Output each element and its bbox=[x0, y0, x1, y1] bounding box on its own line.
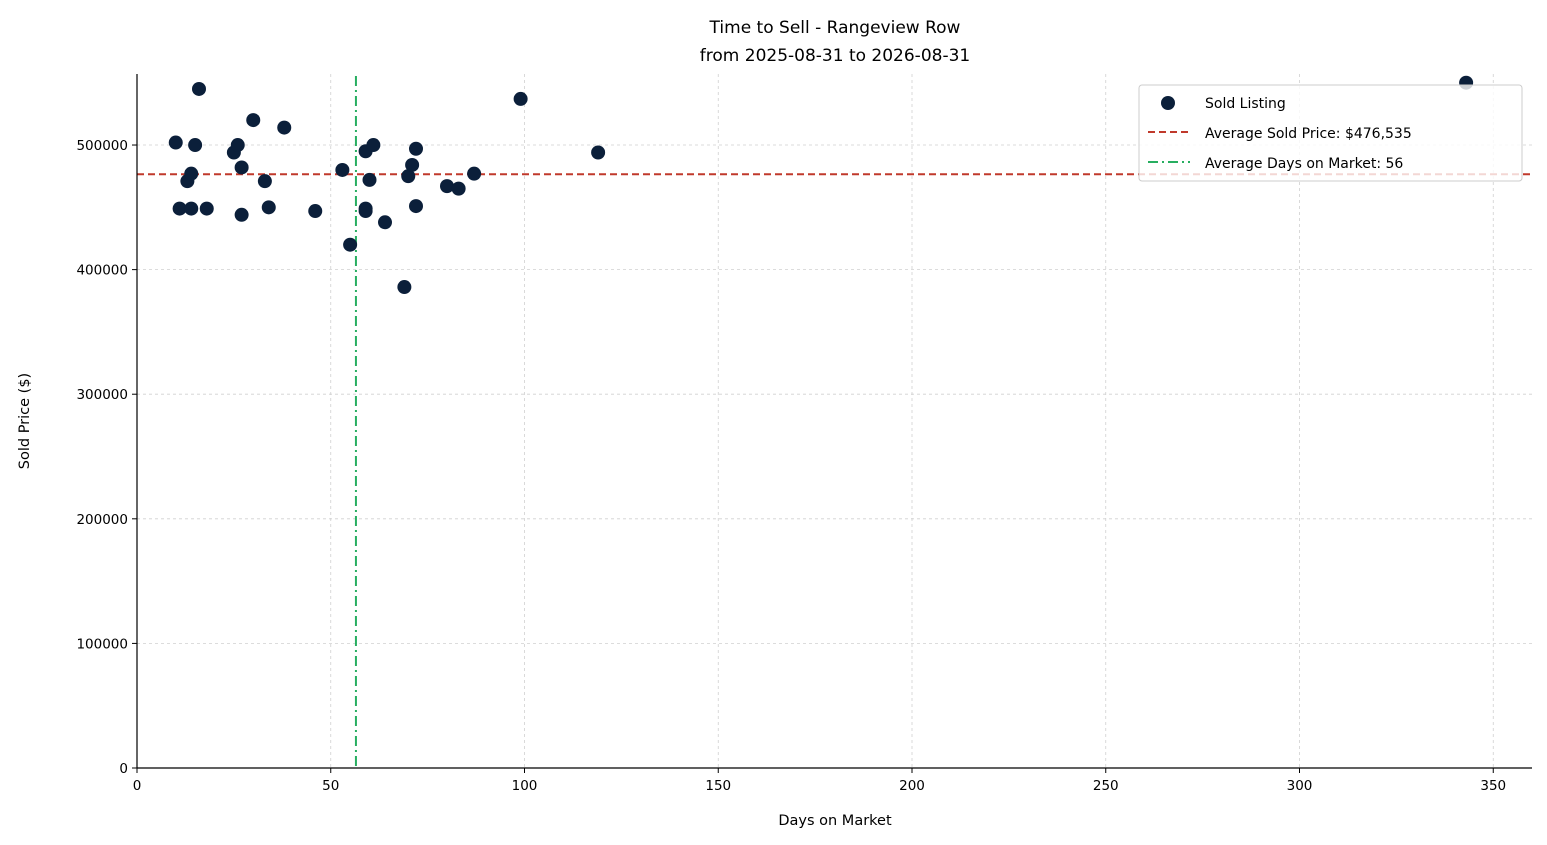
data-point bbox=[230, 138, 245, 153]
legend: Sold Listing Average Sold Price: $476,53… bbox=[1138, 84, 1523, 182]
x-tick-label: 250 bbox=[1093, 778, 1119, 794]
x-tick-label: 300 bbox=[1287, 778, 1313, 794]
x-tick-label: 100 bbox=[512, 778, 538, 794]
y-tick-label: 100000 bbox=[76, 636, 128, 652]
data-point bbox=[188, 138, 203, 153]
x-tick-label: 50 bbox=[322, 778, 339, 794]
legend-label-sold-listing: Sold Listing bbox=[1205, 96, 1286, 112]
data-point bbox=[335, 162, 350, 177]
data-point bbox=[451, 181, 466, 196]
legend-label-average-price: Average Sold Price: $476,535 bbox=[1205, 126, 1412, 142]
data-point bbox=[246, 113, 261, 128]
legend-marker-sold-listing bbox=[1161, 96, 1175, 110]
data-point bbox=[513, 91, 528, 106]
data-point bbox=[397, 280, 412, 295]
data-point bbox=[362, 172, 377, 187]
data-point bbox=[184, 201, 199, 216]
chart-subtitle: from 2025-08-31 to 2026-08-31 bbox=[700, 46, 970, 66]
data-point bbox=[184, 166, 199, 181]
data-point bbox=[401, 169, 416, 184]
data-point bbox=[257, 174, 272, 189]
data-point bbox=[467, 166, 482, 181]
axis-ticks: 0 50 100 150 200 250 300 350 0 100000 200000 300000… bbox=[76, 138, 1506, 794]
data-point bbox=[199, 201, 214, 216]
data-point bbox=[234, 207, 249, 222]
x-tick-label: 200 bbox=[899, 778, 925, 794]
legend-box bbox=[1138, 84, 1523, 182]
x-tick-label: 0 bbox=[133, 778, 142, 794]
data-point bbox=[192, 81, 206, 96]
y-axis-title: Sold Price ($) bbox=[17, 373, 33, 469]
y-tick-label: 500000 bbox=[76, 138, 128, 154]
scatter-points bbox=[168, 75, 1474, 295]
data-point bbox=[405, 157, 420, 172]
data-point bbox=[343, 237, 358, 252]
data-point bbox=[591, 145, 606, 160]
data-point bbox=[366, 138, 381, 153]
x-axis-title: Days on Market bbox=[778, 813, 892, 829]
data-point bbox=[168, 135, 183, 150]
chart-title: Time to Sell - Rangeview Row bbox=[709, 18, 961, 38]
data-point bbox=[308, 204, 323, 219]
data-point bbox=[277, 120, 292, 135]
data-point bbox=[440, 179, 454, 194]
data-point bbox=[409, 199, 423, 214]
legend-label-average-days: Average Days on Market: 56 bbox=[1205, 156, 1403, 172]
data-point bbox=[378, 215, 392, 230]
y-tick-label: 300000 bbox=[76, 387, 128, 403]
data-point bbox=[172, 201, 187, 216]
y-tick-label: 0 bbox=[119, 761, 128, 777]
y-tick-label: 400000 bbox=[76, 263, 128, 279]
x-tick-label: 150 bbox=[705, 778, 731, 794]
data-point bbox=[261, 200, 276, 215]
y-tick-label: 200000 bbox=[76, 512, 128, 528]
data-point bbox=[358, 204, 373, 219]
data-point bbox=[409, 141, 423, 156]
x-tick-label: 350 bbox=[1480, 778, 1506, 794]
data-point bbox=[234, 160, 249, 175]
